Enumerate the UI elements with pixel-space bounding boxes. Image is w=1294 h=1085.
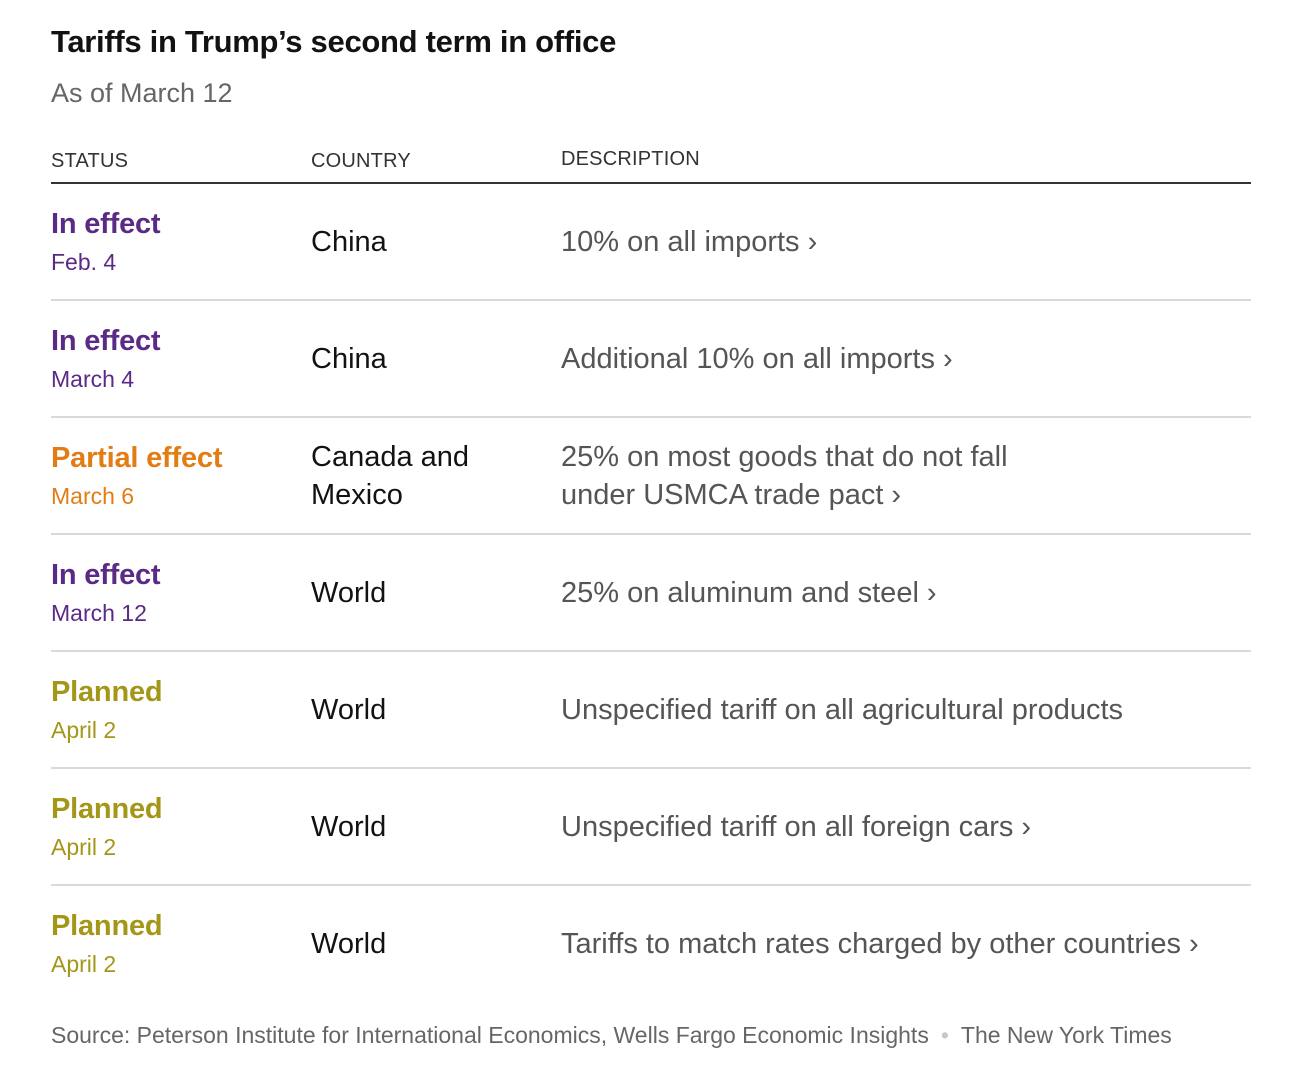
description-link[interactable]: Unspecified tariff on all foreign cars › [561, 769, 1251, 884]
table-row: Planned April 2 World Unspecified tariff… [51, 652, 1251, 769]
source-text: Source: Peterson Institute for Internati… [51, 1022, 929, 1048]
credit-text: The New York Times [960, 1022, 1172, 1048]
status-label: In effect [51, 559, 161, 591]
separator-dot: • [940, 1022, 949, 1048]
status-label: Planned [51, 676, 163, 708]
page-title: Tariffs in Trump’s second term in office [51, 24, 617, 59]
description-text: 10% on all imports [561, 225, 800, 258]
country-cell: World [311, 652, 551, 767]
table-row: In effect March 12 World 25% on aluminum… [51, 535, 1251, 652]
status-date: April 2 [51, 717, 117, 743]
country-text: China [311, 225, 387, 258]
description-text: 25% on most goods that do not fall under… [561, 440, 1008, 511]
chevron-right-icon: › [891, 478, 902, 511]
table-row: Partial effect March 6 Canada and Mexico… [51, 418, 1251, 535]
page-subtitle: As of March 12 [51, 78, 233, 108]
description-text: 25% on aluminum and steel [561, 576, 919, 609]
chevron-right-icon: › [1189, 927, 1199, 960]
country-text: World [311, 693, 387, 726]
description-link[interactable]: 25% on aluminum and steel › [561, 535, 1251, 650]
country-text: Canada and Mexico [311, 440, 470, 511]
country-text: World [311, 810, 387, 843]
chevron-right-icon: › [1021, 810, 1032, 843]
column-header-description: DESCRIPTION [561, 148, 700, 170]
country-cell: China [311, 301, 551, 416]
status-date: March 4 [51, 366, 135, 392]
table-header: STATUS COUNTRY DESCRIPTION [51, 142, 1251, 184]
source-note: Source: Peterson Institute for Internati… [51, 1018, 1231, 1052]
status-label: In effect [51, 325, 161, 357]
description-link[interactable]: 10% on all imports › [561, 184, 1251, 299]
column-header-status: STATUS [51, 150, 129, 172]
column-header-country: COUNTRY [311, 150, 411, 172]
description-link[interactable]: Additional 10% on all imports › [561, 301, 1251, 416]
table-body: In effect Feb. 4 China 10% on all import… [51, 184, 1251, 1001]
description-text: Additional 10% on all imports [561, 342, 935, 375]
country-cell: China [311, 184, 551, 299]
country-cell: World [311, 769, 551, 884]
table-row: In effect March 4 China Additional 10% o… [51, 301, 1251, 418]
country-text: China [311, 342, 387, 375]
table-row: Planned April 2 World Unspecified tariff… [51, 769, 1251, 886]
status-date: April 2 [51, 834, 117, 860]
status-label: Planned [51, 910, 163, 942]
country-cell: Canada and Mexico [311, 418, 511, 533]
description-cell: Unspecified tariff on all agricultural p… [561, 652, 1251, 767]
chevron-right-icon: › [807, 225, 818, 258]
country-text: World [311, 576, 387, 609]
description-text: Unspecified tariff on all agricultural p… [561, 693, 1124, 726]
graphic-container: Tariffs in Trump’s second term in office… [51, 22, 1251, 1001]
status-label: Partial effect [51, 442, 223, 474]
table-row: In effect Feb. 4 China 10% on all import… [51, 184, 1251, 301]
table-row: Planned April 2 World Tariffs to match r… [51, 886, 1251, 1001]
status-label: Planned [51, 793, 163, 825]
country-cell: World [311, 535, 551, 650]
description-text: Unspecified tariff on all foreign cars [561, 810, 1014, 843]
chevron-right-icon: › [942, 342, 953, 375]
country-text: World [311, 927, 387, 960]
status-date: March 6 [51, 483, 135, 509]
description-link[interactable]: 25% on most goods that do not fall under… [561, 418, 1021, 533]
status-date: April 2 [51, 951, 117, 977]
country-cell: World [311, 886, 551, 1001]
status-label: In effect [51, 208, 161, 240]
description-link[interactable]: Tariffs to match rates charged by other … [561, 886, 1251, 1001]
chevron-right-icon: › [926, 576, 937, 609]
description-text: Tariffs to match rates charged by other … [561, 927, 1182, 960]
status-date: Feb. 4 [51, 249, 117, 275]
status-date: March 12 [51, 600, 147, 626]
